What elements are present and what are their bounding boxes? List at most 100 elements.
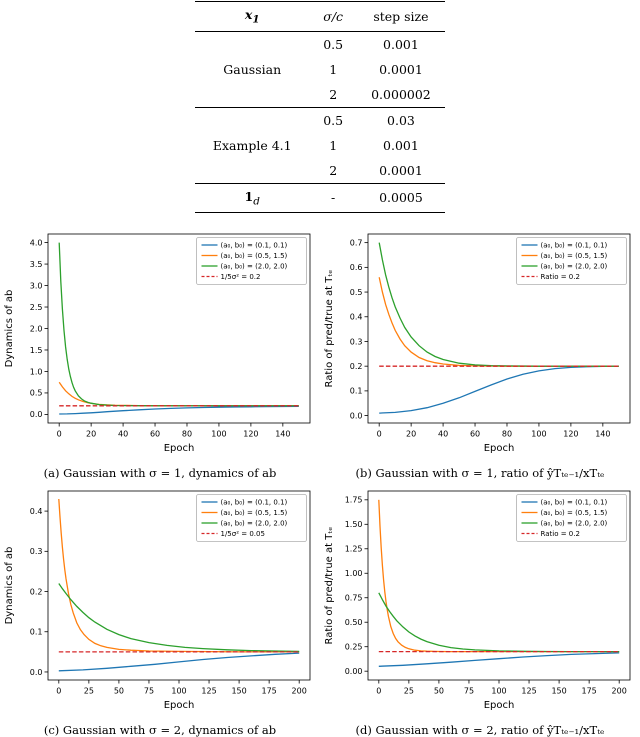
legend-label: (a₀, b₀) = (0.1, 0.1) (541, 499, 608, 507)
chart-svg-c: 0 25 50 75 100 125 150 175 200 0.0 0.1 0.2 0.3 0.4 Epo… (4, 490, 311, 711)
y-tick-label: 1.50 (345, 520, 363, 529)
table-row: 1 0.0001 (195, 57, 445, 82)
legend: (a₀, b₀) = (0.1, 0.1) (a₀, b₀) = (0.5, 1.… (516, 494, 627, 542)
x-tick-label: 40 (118, 430, 128, 439)
x-tick-label: 100 (211, 430, 226, 439)
x-tick-label: 0 (377, 430, 382, 439)
x-tick-label: 150 (551, 687, 566, 696)
y-tick-label: 0.00 (345, 667, 363, 676)
y-tick-label: 3.5 (30, 260, 43, 269)
x-tick-label: 0 (56, 687, 61, 696)
legend-label: (a₀, b₀) = (0.1, 0.1) (541, 242, 608, 250)
x-tick-label: 25 (404, 687, 414, 696)
col-header-step-size: step size (373, 8, 429, 24)
y-tick-label: 0.4 (350, 313, 363, 322)
series-line (378, 499, 620, 653)
legend-label: Ratio = 0.2 (541, 273, 580, 281)
x-tick-label: 50 (434, 687, 444, 696)
col-header-sigma-c: σ/c (323, 8, 344, 24)
series-line (378, 242, 619, 367)
table-row: 2 0.0001 (195, 158, 445, 184)
caption-d: (d) Gaussian with σ = 2, ratio of ŷTₜₑ₋₁… (355, 723, 605, 737)
series-line (58, 381, 299, 407)
col-header-x1: x1 (244, 7, 260, 26)
legend-label: (a₀, b₀) = (2.0, 2.0) (221, 520, 288, 528)
x-tick-label: 125 (521, 687, 536, 696)
x-tick-label: 100 (171, 687, 186, 696)
row-label: Gaussian (223, 61, 282, 77)
x-tick-label: 100 (531, 430, 546, 439)
table-header-row: x1 σ/c step size (195, 2, 445, 31)
y-tick-label: 0.5 (350, 288, 363, 297)
x-tick-label: 75 (464, 687, 474, 696)
cell-sigma: 1 (329, 61, 338, 77)
y-tick-label: 3.0 (30, 281, 43, 290)
y-tick-label: 2.0 (30, 324, 43, 333)
x-tick-label: 75 (144, 687, 154, 696)
figure-a: 0 20 40 60 80 100 120 140 0.0 0.5 1.0 1.5 2.0 2.5 3.0 3… (0, 227, 320, 480)
cell-sigma: 0.5 (323, 36, 344, 52)
figure-c: 0 25 50 75 100 125 150 175 200 0.0 0.1 0.2 0.3 0.4 Epo… (0, 484, 320, 737)
legend-label: Ratio = 0.2 (541, 530, 580, 538)
x-tick-label: 200 (292, 687, 307, 696)
figure-b: 0 20 40 60 80 100 120 140 0.0 0.1 0.2 0.3 0.4 0.5 0.6 0… (320, 227, 640, 480)
series-line (58, 583, 300, 653)
x-tick-label: 175 (581, 687, 596, 696)
x-tick-label: 120 (243, 430, 258, 439)
table-row: Gaussian 0.5 0.001 (195, 31, 445, 77)
y-axis-label: Ratio of pred/true at Tₜₑ (324, 527, 335, 645)
y-axis-label: Dynamics of ab (4, 290, 15, 368)
cell-step: 0.0001 (379, 162, 423, 178)
series-line (58, 652, 300, 672)
x-axis-label: Epoch (484, 700, 515, 711)
row-label: 1d (244, 188, 260, 208)
x-tick-label: 60 (470, 430, 480, 439)
cell-sigma: 2 (329, 86, 338, 102)
legend-label: (a₀, b₀) = (0.5, 1.5) (221, 509, 288, 517)
y-tick-label: 0.75 (345, 594, 363, 603)
x-tick-label: 0 (376, 687, 381, 696)
x-tick-label: 25 (84, 687, 94, 696)
y-tick-label: 0.6 (350, 263, 363, 272)
x-tick-label: 150 (231, 687, 246, 696)
y-tick-label: 2.5 (30, 303, 43, 312)
chart-a: 0 20 40 60 80 100 120 140 0.0 0.5 1.0 1.5 2.0 2.5 3.0 3… (2, 227, 318, 465)
table-row: 1d - 0.0005 (195, 183, 445, 213)
series-line (378, 277, 619, 367)
series-line (58, 498, 300, 653)
legend-label: (a₀, b₀) = (0.1, 0.1) (221, 242, 288, 250)
y-tick-label: 0.25 (345, 643, 363, 652)
y-tick-label: 0.3 (30, 547, 43, 556)
x-tick-label: 140 (275, 430, 290, 439)
legend-box (516, 494, 627, 542)
x-tick-label: 50 (114, 687, 124, 696)
legend-box (516, 237, 627, 285)
x-tick-label: 80 (502, 430, 512, 439)
legend-label: (a₀, b₀) = (0.5, 1.5) (541, 509, 608, 517)
row-label: Example 4.1 (212, 137, 292, 153)
y-tick-label: 1.0 (30, 367, 43, 376)
legend-label: 1/5σ² = 0.2 (221, 273, 261, 281)
x-tick-label: 80 (182, 430, 192, 439)
cell-step: 0.000002 (371, 86, 431, 102)
x-tick-label: 40 (438, 430, 448, 439)
chart-svg-a: 0 20 40 60 80 100 120 140 0.0 0.5 1.0 1.5 2.0 2.5 3.0 3… (4, 233, 311, 454)
y-tick-label: 1.5 (30, 346, 43, 355)
cell-sigma: 0.5 (323, 112, 344, 128)
legend-label: (a₀, b₀) = (0.5, 1.5) (541, 252, 608, 260)
legend: (a₀, b₀) = (0.1, 0.1) (a₀, b₀) = (0.5, 1.… (196, 494, 307, 542)
axes-frame (367, 233, 631, 424)
x-tick-label: 120 (563, 430, 578, 439)
y-tick-label: 0.0 (350, 411, 363, 420)
series-line (378, 592, 620, 653)
y-tick-label: 4.0 (30, 238, 43, 247)
x-tick-label: 60 (150, 430, 160, 439)
caption-b: (b) Gaussian with σ = 1, ratio of ŷTₜₑ₋₁… (355, 466, 605, 480)
legend: (a₀, b₀) = (0.1, 0.1) (a₀, b₀) = (0.5, 1.… (196, 237, 307, 285)
series-line (379, 365, 619, 414)
series-line (378, 652, 620, 667)
y-tick-label: 0.4 (30, 507, 43, 516)
y-tick-label: 0.3 (350, 337, 363, 346)
table-group-ones-vector: 1d - 0.0005 (195, 183, 445, 213)
